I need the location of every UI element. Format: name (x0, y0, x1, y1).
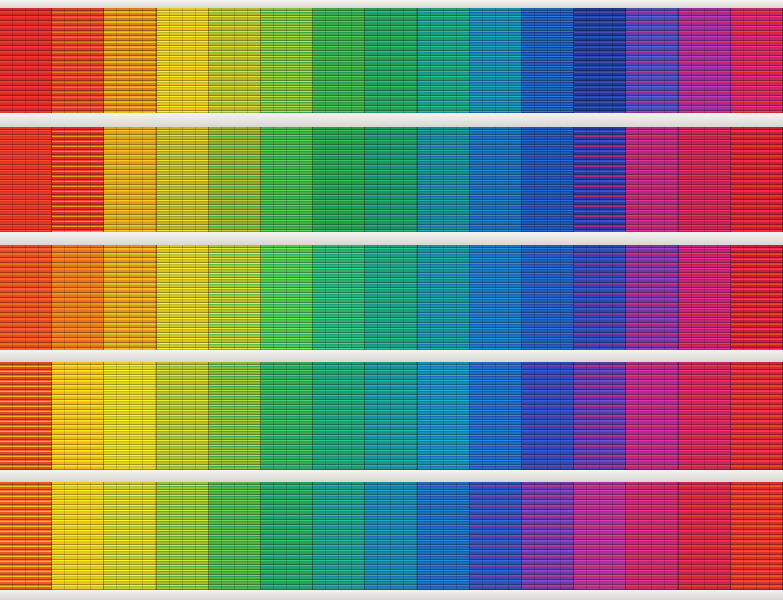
blind-panel (313, 8, 366, 113)
blind-panel (104, 127, 157, 232)
blind-panel (313, 245, 366, 350)
blind-panel (730, 482, 783, 590)
blind-panel (104, 245, 157, 350)
blind-panel (156, 482, 209, 590)
blind-panel (52, 245, 105, 350)
floor-band (0, 0, 783, 8)
blind-panel (626, 362, 679, 470)
blind-panel (313, 482, 366, 590)
blind-panel (208, 245, 262, 350)
blind-row (0, 8, 783, 113)
blind-panel (678, 245, 731, 350)
blind-panel (261, 482, 314, 590)
blind-panel (156, 245, 209, 350)
blind-panel (417, 8, 470, 113)
floor-band (0, 113, 783, 127)
blind-panel (52, 362, 105, 470)
blind-panel (261, 8, 314, 113)
blind-panel (730, 8, 783, 113)
blind-row (0, 482, 783, 590)
floor-band (0, 232, 783, 245)
blind-panel (365, 482, 418, 590)
blind-panel (574, 482, 627, 590)
blind-panel (678, 482, 731, 590)
blind-panel (208, 482, 262, 590)
blind-panel (0, 245, 53, 350)
blind-panel (730, 245, 783, 350)
blind-row (0, 245, 783, 350)
blind-panel (469, 8, 523, 113)
blind-panel (522, 127, 575, 232)
blind-panel (365, 127, 418, 232)
blind-panel (313, 127, 366, 232)
blind-panel (469, 362, 523, 470)
blind-panel (469, 245, 523, 350)
blind-panel (574, 8, 627, 113)
blind-panel (52, 482, 105, 590)
blind-panel (104, 362, 157, 470)
blind-panel (52, 127, 105, 232)
blind-panel (522, 362, 575, 470)
blind-panel (0, 362, 53, 470)
blind-panel (0, 127, 53, 232)
blind-panel (156, 362, 209, 470)
blind-panel (208, 362, 262, 470)
blind-panel (156, 127, 209, 232)
blind-panel (626, 482, 679, 590)
blind-panel (678, 362, 731, 470)
blind-row (0, 127, 783, 232)
blind-panel (626, 245, 679, 350)
blind-panel (0, 482, 53, 590)
floor-band (0, 590, 783, 600)
blind-panel (522, 245, 575, 350)
blind-panel (469, 127, 523, 232)
blind-row (0, 362, 783, 470)
blind-panel (261, 362, 314, 470)
blind-panel (730, 362, 783, 470)
blind-panel (626, 127, 679, 232)
blind-panel (417, 127, 470, 232)
blind-panel (261, 245, 314, 350)
blind-panel (261, 127, 314, 232)
floor-band (0, 350, 783, 362)
blind-panel (417, 362, 470, 470)
blind-panel (574, 362, 627, 470)
blind-panel (626, 8, 679, 113)
floor-band (0, 470, 783, 482)
blind-panel (730, 127, 783, 232)
blind-panel (365, 245, 418, 350)
blind-panel (522, 8, 575, 113)
blind-panel (313, 362, 366, 470)
blind-panel (574, 127, 627, 232)
blind-panel (156, 8, 209, 113)
blind-panel (469, 482, 523, 590)
blind-panel (417, 482, 470, 590)
blind-panel (104, 8, 157, 113)
blind-panel (208, 127, 262, 232)
blind-panel (0, 8, 53, 113)
blind-panel (208, 8, 262, 113)
blind-panel (522, 482, 575, 590)
blind-panel (104, 482, 157, 590)
blind-panel (365, 362, 418, 470)
blind-panel (365, 8, 418, 113)
blind-panel (52, 8, 105, 113)
blind-panel (678, 127, 731, 232)
blind-panel (574, 245, 627, 350)
blind-panel (678, 8, 731, 113)
blind-panel (417, 245, 470, 350)
